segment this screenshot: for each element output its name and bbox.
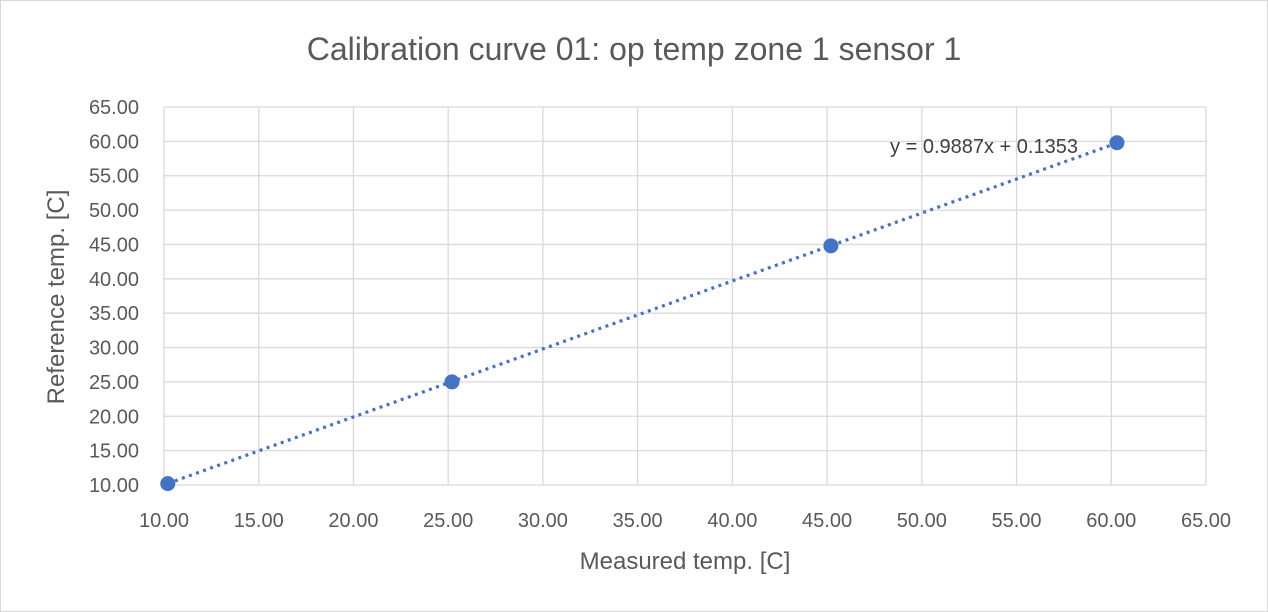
x-tick-label: 20.00 bbox=[328, 510, 378, 532]
y-tick-label: 35.00 bbox=[89, 303, 139, 325]
x-tick-label: 65.00 bbox=[1181, 510, 1231, 532]
x-tick-label: 30.00 bbox=[518, 510, 568, 532]
gridlines bbox=[163, 106, 1207, 486]
x-tick-label: 55.00 bbox=[992, 510, 1042, 532]
y-tick-label: 30.00 bbox=[89, 338, 139, 360]
chart-title: Calibration curve 01: op temp zone 1 sen… bbox=[307, 31, 962, 67]
y-tick-label: 55.00 bbox=[89, 166, 139, 188]
y-tick-label: 10.00 bbox=[89, 475, 139, 497]
x-tick-label: 10.00 bbox=[139, 510, 189, 532]
y-tick-label: 15.00 bbox=[89, 441, 139, 463]
data-points bbox=[160, 135, 1125, 492]
x-tick-label: 25.00 bbox=[423, 510, 473, 532]
y-axis-title: Reference temp. [C] bbox=[43, 190, 70, 405]
y-tick-label: 40.00 bbox=[89, 269, 139, 291]
x-tick-label: 45.00 bbox=[802, 510, 852, 532]
y-tick-label: 20.00 bbox=[89, 406, 139, 428]
x-tick-label: 50.00 bbox=[897, 510, 947, 532]
trendline-equation: y = 0.9887x + 0.1353 bbox=[890, 136, 1078, 158]
x-tick-label: 60.00 bbox=[1086, 510, 1136, 532]
trendline bbox=[167, 141, 1118, 485]
x-axis-title: Measured temp. [C] bbox=[580, 548, 791, 575]
y-tick-label: 25.00 bbox=[89, 372, 139, 394]
x-tick-label: 15.00 bbox=[234, 510, 284, 532]
y-tick-label: 50.00 bbox=[89, 200, 139, 222]
data-point bbox=[444, 374, 460, 390]
x-tick-label: 35.00 bbox=[613, 510, 663, 532]
y-tick-label: 65.00 bbox=[89, 97, 139, 119]
data-point bbox=[160, 476, 176, 492]
y-tick-label: 60.00 bbox=[89, 131, 139, 153]
y-tick-label: 45.00 bbox=[89, 234, 139, 256]
x-tick-label: 40.00 bbox=[707, 510, 757, 532]
data-point bbox=[1109, 135, 1125, 151]
trendline-layer bbox=[167, 141, 1118, 485]
data-point bbox=[823, 238, 839, 254]
x-axis-tick-labels: 10.00 15.00 20.00 25.00 30.00 35.00 40.00 45.00… bbox=[139, 510, 1231, 532]
y-axis-tick-labels: 10.00 15.00 20.00 25.00 30.00 35.00 40.00 45.00… bbox=[89, 97, 139, 497]
